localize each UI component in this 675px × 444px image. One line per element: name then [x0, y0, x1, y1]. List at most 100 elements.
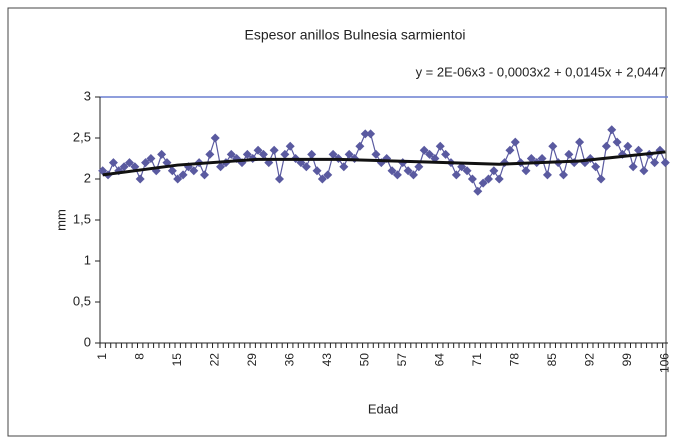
data-point [596, 174, 606, 184]
data-point [146, 154, 156, 163]
data-point [559, 170, 569, 180]
data-point [483, 174, 493, 184]
x-tick-label: 43 [320, 353, 334, 367]
data-point [216, 162, 226, 172]
x-axis-label: Edad [368, 401, 398, 416]
y-tick-label: 0,5 [73, 293, 91, 308]
y-tick-label: 0 [84, 334, 91, 349]
data-point [253, 145, 263, 155]
data-point [521, 166, 531, 176]
data-point [258, 149, 268, 159]
data-point [451, 170, 461, 180]
y-tick-label: 1 [84, 252, 91, 267]
x-tick-label: 22 [207, 353, 221, 367]
data-point [178, 170, 188, 180]
data-point [650, 158, 660, 168]
data-point [355, 141, 365, 151]
data-point [494, 174, 504, 184]
data-point [328, 149, 338, 159]
data-point [199, 170, 209, 180]
data-point [548, 141, 558, 151]
data-point [639, 166, 649, 176]
trendline-equation: y = 2E-06x3 - 0,0003x2 + 0,0145x + 2,044… [416, 64, 666, 79]
data-point [275, 174, 285, 184]
x-tick-label: 71 [470, 353, 484, 367]
data-point [312, 166, 322, 176]
data-point [371, 149, 381, 159]
data-point [462, 166, 472, 176]
data-point [601, 141, 611, 151]
data-point [478, 178, 488, 188]
data-point [489, 166, 499, 176]
x-tick-label: 64 [432, 353, 446, 367]
data-point [269, 145, 279, 155]
data-point [467, 174, 477, 184]
data-point [414, 162, 424, 172]
data-point [317, 174, 327, 184]
data-point [575, 137, 585, 147]
x-tick-label: 36 [282, 353, 296, 367]
data-point [360, 129, 370, 139]
data-point [510, 137, 520, 147]
x-tick-label: 106 [657, 353, 671, 373]
data-point [425, 149, 435, 159]
data-point [280, 149, 290, 159]
data-point [387, 166, 397, 176]
data-point [564, 149, 574, 159]
data-point [607, 125, 617, 135]
data-point [419, 145, 429, 155]
data-point [210, 133, 220, 143]
data-point [473, 186, 483, 196]
data-point [660, 158, 670, 168]
data-point [339, 162, 349, 172]
data-point [141, 158, 151, 168]
data-point [157, 149, 167, 159]
x-tick-label: 99 [620, 353, 634, 367]
data-point [205, 149, 215, 159]
chart-border [7, 7, 667, 437]
data-point [408, 170, 418, 180]
y-axis-label: mm [53, 209, 68, 231]
data-point [634, 145, 644, 155]
y-tick-label: 3 [84, 88, 91, 103]
data-point [119, 162, 129, 172]
data-point [189, 166, 199, 176]
trendline [102, 150, 666, 177]
chart-title: Espesor anillos Bulnesia sarmientoi [245, 27, 466, 43]
data-point [226, 149, 236, 159]
data-point [323, 170, 333, 180]
x-tick-label: 50 [357, 353, 371, 367]
y-tick-label: 1,5 [73, 211, 91, 226]
data-point [628, 162, 638, 172]
y-tick-label: 2,5 [73, 129, 91, 144]
x-tick-label: 29 [245, 353, 259, 367]
data-point [612, 137, 622, 147]
data-point [301, 162, 311, 172]
data-point [392, 170, 402, 180]
x-tick-label: 78 [507, 353, 521, 367]
data-point [285, 141, 295, 151]
data-point [98, 166, 108, 176]
data-point [173, 174, 183, 184]
data-point [623, 141, 633, 151]
data-point [366, 129, 376, 139]
data-point [307, 149, 317, 159]
data-point [124, 158, 134, 168]
data-point [344, 149, 354, 159]
data-point [505, 145, 515, 155]
data-point [403, 166, 413, 176]
data-point [526, 154, 536, 163]
data-point [591, 162, 601, 172]
data-point [542, 170, 552, 180]
x-tick-label: 85 [545, 353, 559, 367]
data-point [537, 154, 547, 163]
x-tick-label: 57 [395, 353, 409, 367]
x-tick-label: 1 [95, 353, 109, 360]
x-tick-label: 92 [582, 353, 596, 367]
data-point [108, 158, 118, 168]
data-point [242, 149, 252, 159]
x-tick-label: 15 [170, 353, 184, 367]
data-point [435, 141, 445, 151]
data-point [167, 166, 177, 176]
